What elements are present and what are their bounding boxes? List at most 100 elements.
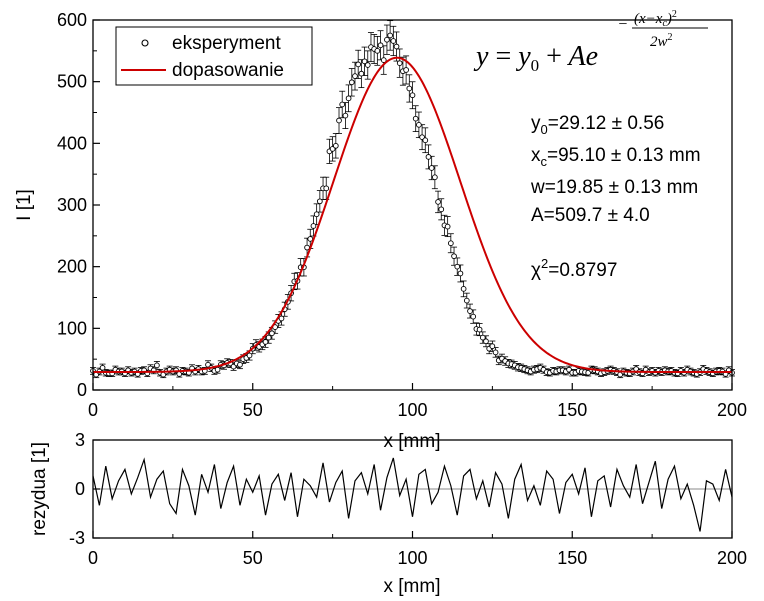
param-xc: xc=95.10 ± 0.13 mm [531, 145, 701, 169]
fit-equation: y = y0 + Ae − (x−xc)2 2w2 [473, 9, 708, 75]
data-point [237, 361, 243, 368]
fit-parameters: y0=29.12 ± 0.56 xc=95.10 ± 0.13 mm w=19.… [530, 113, 701, 281]
data-point [483, 338, 489, 345]
main-x-tick-label: 0 [88, 400, 98, 420]
data-point [396, 60, 403, 67]
residuals-x-axis: 0 50 100 150 200 [88, 531, 747, 568]
data-point [364, 62, 371, 68]
data-point [451, 253, 457, 260]
data-point [99, 364, 106, 371]
main-y-axis-label: I [1] [14, 189, 35, 221]
exponent-minus: − [617, 16, 628, 33]
residuals-y-tick-label: 3 [75, 430, 85, 450]
data-point [345, 95, 352, 102]
data-point [447, 240, 454, 247]
data-point [479, 334, 486, 341]
main-x-axis: 0 50 100 150 200 [88, 383, 747, 420]
data-point [304, 244, 310, 251]
data-point [313, 211, 320, 218]
data-point [438, 206, 445, 213]
main-y-tick-label: 600 [57, 10, 87, 30]
param-chi2: χ2=0.8797 [531, 256, 617, 281]
data-point [432, 174, 438, 181]
data-point [406, 85, 413, 92]
residuals-x-tick-label: 100 [397, 548, 427, 568]
data-point [435, 199, 441, 205]
data-point [454, 263, 461, 270]
data-point [262, 339, 269, 345]
data-point [425, 154, 432, 160]
legend-label-eksperyment: eksperyment [172, 33, 281, 54]
main-y-axis: 0 100 200 300 400 500 600 [57, 10, 100, 400]
data-point [463, 297, 470, 304]
data-point [387, 32, 393, 39]
data-point [380, 57, 387, 63]
data-point [470, 313, 477, 320]
data-point [323, 185, 330, 192]
data-point [409, 92, 416, 99]
data-point [214, 366, 221, 373]
data-point [412, 115, 419, 122]
data-point [374, 47, 381, 54]
exponent-numerator: (x−xc)2 [634, 9, 677, 29]
residuals-y-tick-label: 0 [75, 479, 85, 499]
data-point [460, 286, 467, 292]
data-point [265, 334, 272, 341]
main-y-tick-label: 300 [57, 195, 87, 215]
data-point [278, 315, 285, 322]
data-point [384, 36, 390, 43]
residuals-x-axis-label: x [mm] [384, 576, 441, 597]
main-x-tick-label: 50 [243, 400, 263, 420]
data-point [428, 165, 435, 171]
main-x-tick-label: 100 [397, 400, 427, 420]
data-point [467, 308, 473, 314]
data-point [422, 137, 429, 144]
exponent-denominator: 2w2 [650, 32, 673, 50]
data-point [154, 362, 160, 369]
main-x-tick-label: 150 [557, 400, 587, 420]
data-point [339, 101, 346, 108]
data-point [403, 67, 409, 73]
data-point [476, 326, 483, 333]
data-point [316, 198, 323, 205]
residuals-y-tick-label: -3 [69, 528, 85, 548]
main-x-axis-label: x [mm] [384, 431, 441, 452]
residuals-x-tick-label: 200 [717, 548, 747, 568]
data-point [355, 61, 362, 68]
legend-box [115, 26, 313, 86]
data-point [269, 330, 275, 337]
residuals-x-tick-label: 150 [557, 548, 587, 568]
data-point [310, 223, 317, 229]
data-point [489, 343, 496, 350]
param-a: A=509.7 ± 4.0 [531, 205, 650, 226]
data-point [246, 352, 253, 359]
residuals-x-tick-label: 0 [88, 548, 98, 568]
residuals-y-axis: 3 0 -3 [69, 430, 100, 548]
data-point [348, 79, 355, 86]
residuals-x-tick-label: 50 [243, 548, 263, 568]
residuals-plot: 0 50 100 150 200 30-3 x [mm] rezydua [1] [29, 430, 747, 597]
data-point [336, 117, 342, 124]
data-point [307, 236, 314, 242]
main-y-tick-label: 500 [57, 72, 87, 92]
data-point [352, 73, 358, 79]
data-point [457, 270, 464, 277]
main-x-tick-label: 200 [717, 400, 747, 420]
equation-lhs: y = y0 + Ae [473, 41, 598, 75]
data-point [390, 38, 397, 44]
residuals-y-axis-label: rezydua [1] [29, 442, 50, 536]
main-y-tick-label: 100 [57, 318, 87, 338]
residuals-line [92, 457, 733, 532]
data-point [358, 70, 365, 77]
param-w: w=19.85 ± 0.13 mm [530, 177, 698, 198]
fit-curve [93, 56, 732, 374]
param-y0: y0=29.12 ± 0.56 [531, 113, 664, 137]
data-point [393, 43, 400, 50]
legend-marker-eksperyment [141, 39, 149, 47]
data-point [361, 58, 368, 65]
main-y-tick-label: 400 [57, 133, 87, 153]
data-point [332, 142, 339, 149]
data-point [416, 121, 422, 128]
